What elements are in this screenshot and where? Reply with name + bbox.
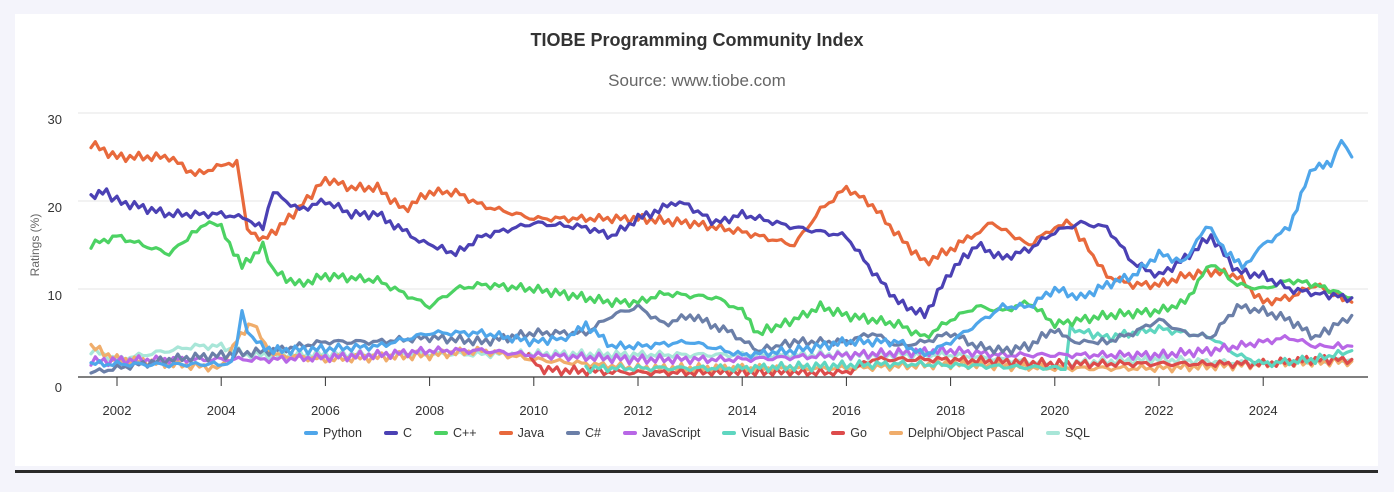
series-line-go[interactable] [526,352,1354,377]
legend-label: SQL [1064,426,1090,440]
legend-swatch [1045,431,1060,435]
legend-item[interactable]: Python [304,426,362,440]
legend-item[interactable]: C++ [433,426,477,440]
series-line-java[interactable] [89,140,1354,307]
x-tick-label: 2018 [936,403,965,418]
series-line-python[interactable] [89,139,1354,369]
legend-item[interactable]: C# [566,426,601,440]
legend-item[interactable]: Delphi/Object Pascal [888,426,1024,440]
legend-label: Visual Basic [741,426,810,440]
chart-title: TIOBE Programming Community Index [530,30,864,50]
series-line-sql[interactable] [89,341,1354,370]
legend: Python C C++ Java C# JavaScript Visual Basic Go… [0,426,1394,440]
legend-item[interactable]: Visual Basic [722,426,809,440]
legend-label: Delphi/Object Pascal [907,426,1024,440]
legend-label: Go [850,426,867,440]
x-tick-label: 2006 [311,403,340,418]
x-tick-label: 2022 [1145,403,1174,418]
legend-label: C++ [452,426,477,440]
x-tick-label: 2016 [832,403,861,418]
legend-label: Java [517,426,545,440]
legend-swatch [722,431,737,435]
chart-card [15,14,1378,466]
legend-item[interactable]: C [383,426,412,440]
series-line-c-[interactable] [89,220,1354,340]
x-tick-label: 2002 [103,403,132,418]
legend-item[interactable]: SQL [1045,426,1090,440]
legend-label: C# [585,426,602,440]
legend-swatch [304,431,319,435]
legend-label: Python [323,426,362,440]
legend-item[interactable]: JavaScript [623,426,700,440]
legend-swatch [566,431,581,435]
series-line-javascript[interactable] [89,334,1354,368]
y-tick-label: 20 [48,200,62,215]
legend-swatch [831,431,846,435]
x-tick-label: 2008 [415,403,444,418]
y-tick-label: 10 [48,288,62,303]
x-tick-label: 2004 [207,403,236,418]
x-tick-label: 2010 [519,403,548,418]
legend-swatch [433,431,448,435]
y-tick-label: 0 [55,380,62,395]
legend-item[interactable]: Java [498,426,545,440]
series-line-c-[interactable] [89,303,1354,375]
chart-subtitle: Source: www.tiobe.com [608,71,786,90]
y-tick-label: 30 [48,112,62,127]
x-tick-label: 2020 [1040,403,1069,418]
x-tick-label: 2014 [728,403,757,418]
legend-swatch [623,431,638,435]
x-tick-label: 2024 [1249,403,1278,418]
x-tick-label: 2012 [624,403,653,418]
legend-label: JavaScript [642,426,701,440]
legend-swatch [888,431,903,435]
legend-swatch [383,431,398,435]
legend-swatch [498,431,513,435]
divider [15,470,1378,473]
y-axis-label: Ratings (%) [28,214,42,277]
legend-item[interactable]: Go [831,426,867,440]
legend-label: C [402,426,412,440]
